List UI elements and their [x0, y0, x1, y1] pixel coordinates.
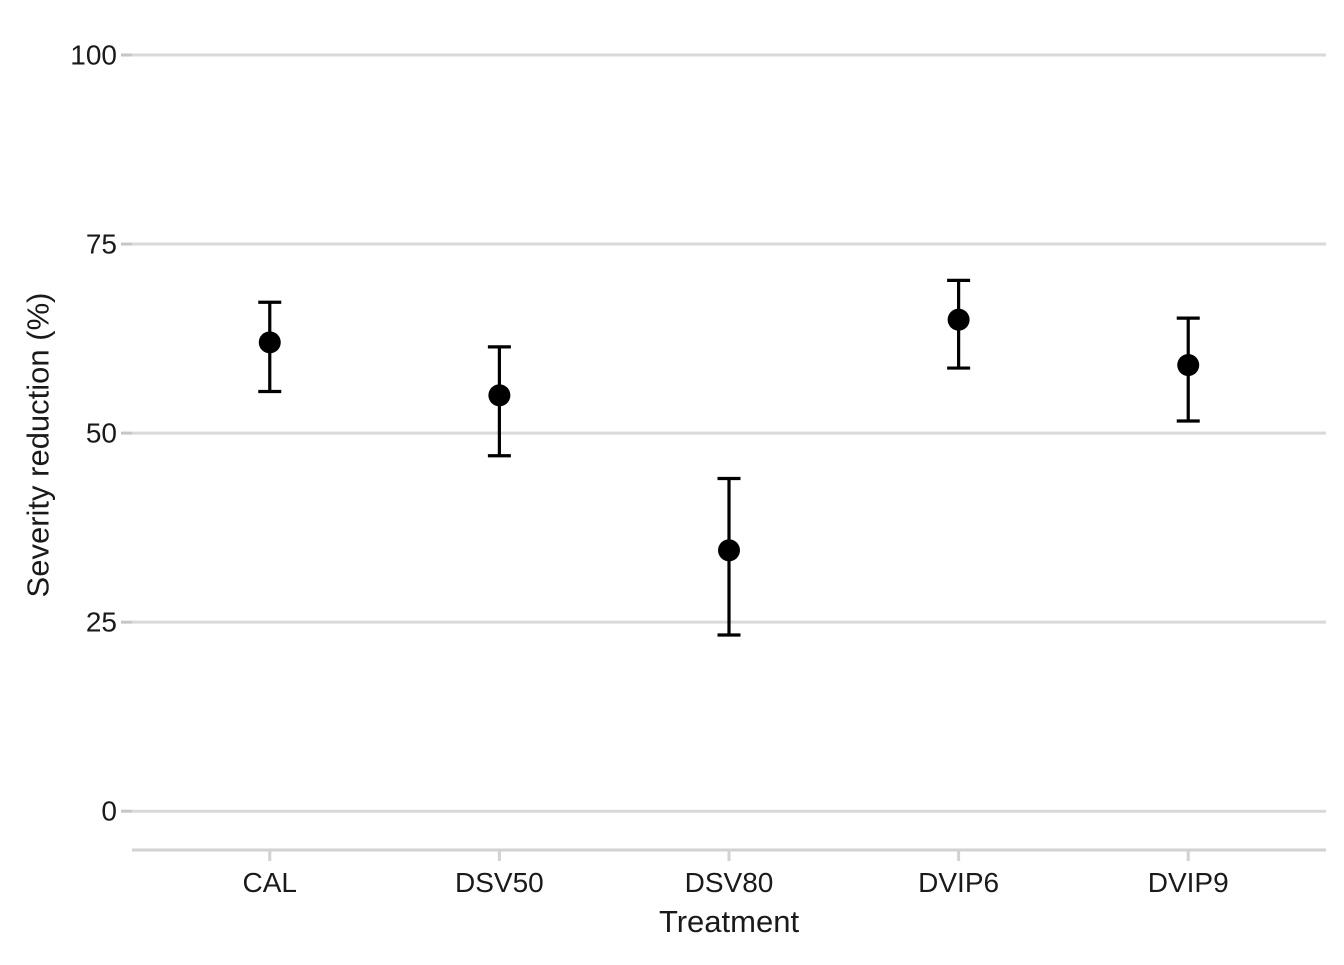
x-tick-label-DSV80: DSV80 [685, 867, 774, 898]
y-axis-title: Severity reduction (%) [21, 293, 56, 598]
x-tick-label-DVIP6: DVIP6 [918, 867, 999, 898]
x-tick-label-DVIP9: DVIP9 [1148, 867, 1229, 898]
data-point-DVIP6 [947, 308, 970, 331]
x-tick-label-CAL: CAL [243, 867, 297, 898]
data-point-DSV80 [718, 539, 740, 562]
y-tick-label-25: 25 [86, 607, 117, 638]
data-layer [258, 278, 1200, 637]
data-point-DVIP9 [1177, 354, 1200, 377]
x-tick-label-DSV50: DSV50 [455, 867, 544, 898]
y-tick-label-100: 100 [70, 40, 117, 71]
data-point-CAL [258, 331, 281, 354]
data-point-DSV50 [488, 384, 511, 407]
grid-layer [132, 53, 1326, 813]
y-tick-label-0: 0 [101, 796, 117, 827]
y-tick-label-75: 75 [86, 229, 117, 260]
axis-layer: 0 25 50 75 100 CAL DSV50 DSV80 DVIP6 DVIP9 [70, 40, 1326, 898]
x-axis-title: Treatment [659, 904, 800, 939]
y-tick-label-50: 50 [86, 418, 117, 449]
